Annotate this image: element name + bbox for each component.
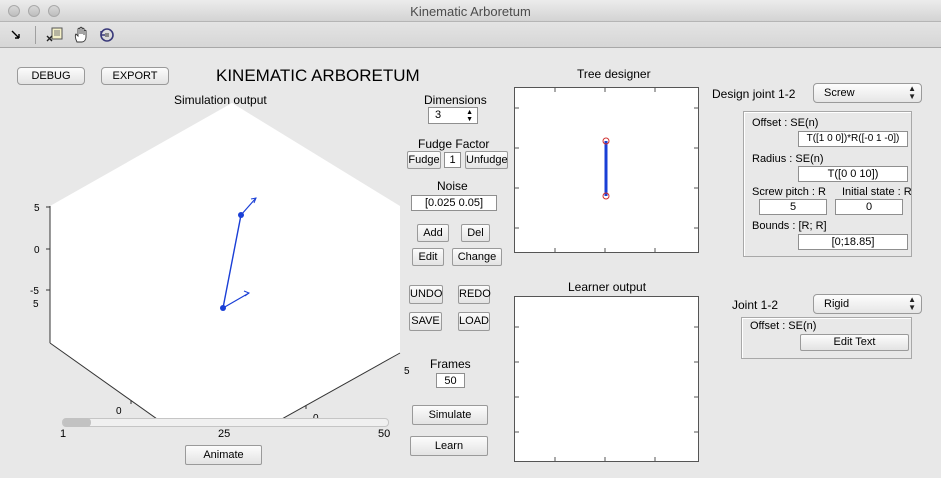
animate-button[interactable]: Animate: [185, 445, 262, 465]
joint-type-value: Rigid: [824, 298, 850, 310]
arrow-icon[interactable]: [6, 25, 26, 45]
z-tick-minus5: -5: [30, 286, 39, 297]
right-tick-5: 5: [404, 366, 410, 377]
load-button[interactable]: LOAD: [458, 312, 490, 331]
close-window-button[interactable]: [8, 5, 20, 17]
save-button[interactable]: SAVE: [409, 312, 442, 331]
screw-pitch-label: Screw pitch : R: [752, 186, 826, 198]
bounds-field[interactable]: [0;18.85]: [798, 234, 908, 250]
link-segment-1: [222, 214, 242, 309]
learner-output-title: Learner output: [568, 280, 647, 294]
joint-panel: Offset : SE(n) Edit Text: [741, 317, 912, 359]
pan-hand-icon[interactable]: [71, 25, 91, 45]
slider-min-label: 1: [60, 428, 67, 440]
tree-node-1[interactable]: [602, 137, 610, 145]
fudge-value-field[interactable]: 1: [444, 152, 461, 168]
dimensions-label: Dimensions: [424, 93, 487, 107]
undo-button[interactable]: UNDO: [409, 285, 443, 304]
offset-label: Offset : SE(n): [752, 117, 819, 129]
left-tick-5: 5: [33, 299, 39, 310]
joint-node-base: [220, 305, 226, 311]
frame-slider-thumb[interactable]: [63, 418, 91, 427]
fudge-factor-title: Fudge Factor: [418, 137, 490, 151]
left-tick-0: 0: [116, 406, 122, 417]
dimensions-value: 3: [435, 109, 442, 121]
tree-designer-title: Tree designer: [577, 67, 651, 81]
design-joint-title: Design joint 1-2: [712, 87, 796, 101]
fudge-button[interactable]: Fudge: [407, 151, 441, 169]
joint-node-top: [238, 212, 244, 218]
frames-label: Frames: [430, 357, 471, 371]
redo-button[interactable]: REDO: [458, 285, 491, 304]
zoom-window-button[interactable]: [48, 5, 60, 17]
window-title: Kinematic Arboretum: [410, 4, 531, 19]
toolbar-separator: [35, 26, 36, 44]
radius-label: Radius : SE(n): [752, 153, 824, 165]
initial-state-field[interactable]: 0: [835, 199, 903, 215]
simulation-output-title: Simulation output: [174, 93, 267, 107]
frame-slider[interactable]: [62, 418, 389, 427]
change-button[interactable]: Change: [452, 248, 502, 266]
frames-field[interactable]: 50: [436, 373, 465, 388]
debug-button[interactable]: DEBUG: [17, 67, 85, 85]
z-tick-0: 0: [34, 245, 40, 256]
minimize-window-button[interactable]: [28, 5, 40, 17]
joint-type-select[interactable]: Rigid ▲ ▼: [813, 294, 922, 314]
figure-toolbar: [0, 22, 941, 48]
learn-button[interactable]: Learn: [410, 436, 488, 456]
z-tick-5: 5: [34, 203, 40, 214]
slider-mid-label: 25: [218, 428, 231, 440]
radius-field[interactable]: T([0 0 10]): [798, 166, 908, 182]
del-button[interactable]: Del: [461, 224, 490, 242]
joint-title: Joint 1-2: [732, 298, 779, 312]
noise-field[interactable]: [0.025 0.05]: [411, 195, 497, 211]
add-button[interactable]: Add: [417, 224, 449, 242]
link-segment-2: [240, 197, 257, 216]
data-cursor-icon[interactable]: [45, 25, 65, 45]
joint-offset-label: Offset : SE(n): [750, 320, 817, 332]
select-arrows-icon: ▲ ▼: [908, 295, 916, 312]
learner-output-plot[interactable]: [514, 296, 699, 462]
tree-designer-plot[interactable]: [514, 87, 699, 253]
title-bar: Kinematic Arboretum: [0, 0, 941, 22]
offset-field[interactable]: T([1 0 0])*R([-0 1 -0]): [798, 131, 908, 147]
design-joint-type-select[interactable]: Screw ▲ ▼: [813, 83, 922, 103]
spinner-arrows-icon: ▲ ▼: [466, 109, 473, 123]
simulation-3d-plot[interactable]: 5 0 -5 5 0 5 0: [0, 103, 410, 418]
rotate-3d-icon[interactable]: [97, 25, 117, 45]
export-button[interactable]: EXPORT: [101, 67, 169, 85]
initial-state-label: Initial state : R: [842, 186, 912, 198]
screw-pitch-field[interactable]: 5: [759, 199, 827, 215]
link-segment-3: [222, 292, 250, 309]
design-joint-type-value: Screw: [824, 87, 855, 99]
bounds-label: Bounds : [R; R]: [752, 220, 827, 232]
main-area: DEBUG EXPORT KINEMATIC ARBORETUM Simulat…: [0, 48, 941, 478]
right-tick-0: 0: [313, 413, 319, 418]
simulate-button[interactable]: Simulate: [412, 405, 488, 425]
tree-node-2[interactable]: [602, 192, 610, 200]
dimensions-select[interactable]: 3 ▲ ▼: [428, 107, 478, 124]
select-arrows-icon: ▲ ▼: [908, 84, 916, 101]
app-title: KINEMATIC ARBORETUM: [216, 66, 420, 85]
noise-label: Noise: [437, 179, 468, 193]
edit-text-button[interactable]: Edit Text: [800, 334, 909, 351]
slider-max-label: 50: [378, 428, 391, 440]
edit-button[interactable]: Edit: [412, 248, 444, 266]
unfudge-button[interactable]: Unfudge: [465, 151, 508, 169]
design-joint-panel: Offset : SE(n) T([1 0 0])*R([-0 1 -0]) R…: [743, 111, 912, 257]
